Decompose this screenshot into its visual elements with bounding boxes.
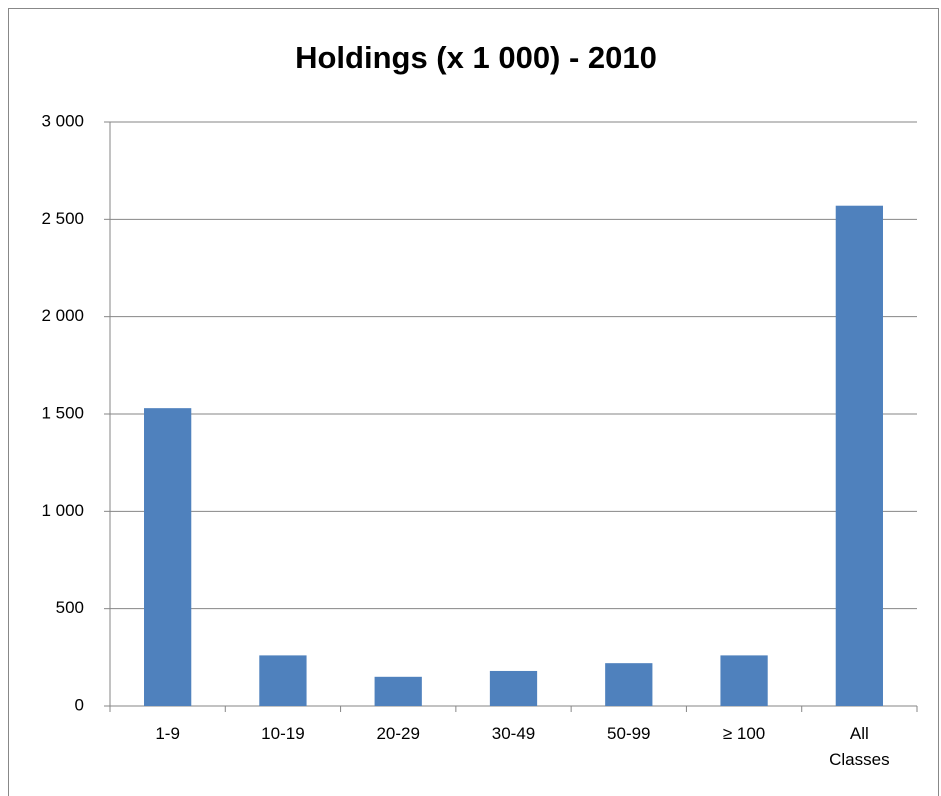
bar — [144, 408, 192, 706]
x-tick-label: 30-49 — [491, 724, 536, 743]
bar — [374, 676, 422, 706]
y-tick-label: 2 500 — [41, 209, 84, 228]
y-tick-label: 0 — [75, 695, 84, 714]
x-tick-label: All Classes — [829, 724, 890, 769]
bar — [605, 663, 653, 706]
x-tick-label: 50-99 — [607, 724, 651, 743]
bar — [835, 205, 883, 706]
chart-title: Holdings (x 1 000) - 2010 — [295, 40, 657, 75]
x-tick-label: 20-29 — [376, 724, 420, 743]
bar — [720, 655, 768, 706]
y-tick-label: 1 000 — [41, 501, 84, 520]
y-tick-label: 1 500 — [41, 403, 84, 422]
y-tick-label: 2 000 — [41, 306, 84, 325]
y-tick-label: 500 — [56, 598, 84, 617]
x-tick-label: ≥ 100 — [722, 724, 766, 743]
x-tick-label: 10-19 — [261, 724, 305, 743]
y-tick-label: 3 000 — [41, 111, 84, 130]
bar — [489, 670, 538, 706]
x-tick-label: 1-9 — [155, 724, 180, 743]
bar — [259, 655, 307, 706]
